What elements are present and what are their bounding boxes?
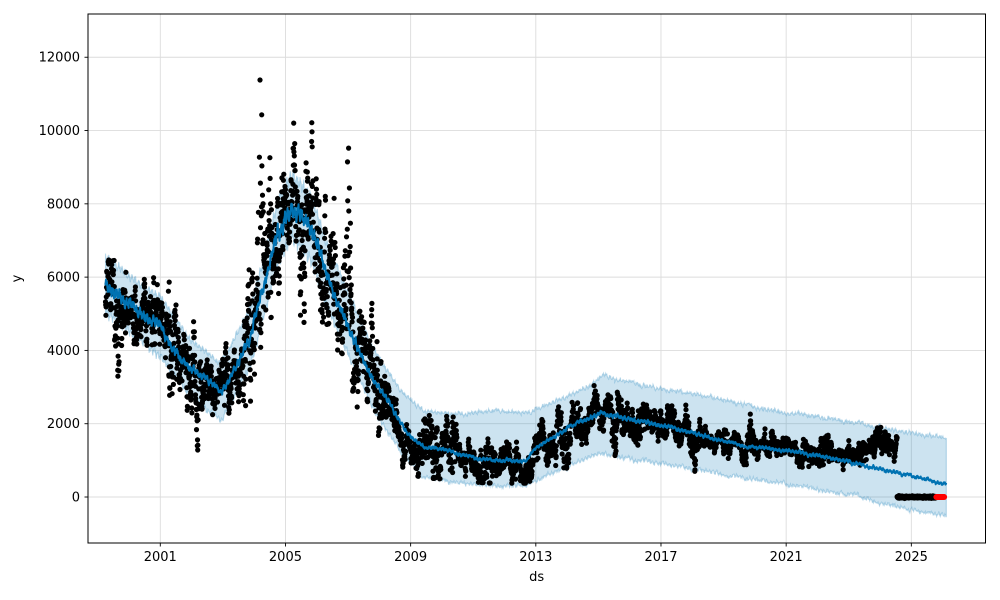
x-tick-label: 2001 xyxy=(144,550,177,565)
y-tick-label: 4000 xyxy=(47,344,80,359)
plot-border xyxy=(87,13,986,544)
y-tick-label: 2000 xyxy=(47,417,80,432)
y-axis-label: y xyxy=(10,274,25,282)
grid xyxy=(88,14,986,543)
zero-run-scatter xyxy=(894,493,939,502)
y-tick-label: 0 xyxy=(72,491,80,506)
y-tick-label: 8000 xyxy=(47,197,80,212)
y-tick-label: 10000 xyxy=(39,124,80,139)
actuals-scatter xyxy=(102,77,900,486)
x-axis-label: ds xyxy=(529,570,544,585)
x-tick-label: 2021 xyxy=(770,550,803,565)
y-tick-label: 6000 xyxy=(47,271,80,286)
x-tick-label: 2017 xyxy=(644,550,677,565)
x-tick-label: 2013 xyxy=(519,550,552,565)
x-tick-label: 2025 xyxy=(895,550,928,565)
plot-area: 2001 2005 2009 2013 2017 2021 2025 0 2000 4000 600… xyxy=(39,13,986,565)
axis-ticks: 2001 2005 2009 2013 2017 2021 2025 0 2000 4000 600… xyxy=(39,51,928,565)
forecast-line xyxy=(104,202,948,486)
x-tick-label: 2009 xyxy=(394,550,427,565)
y-tick-label: 12000 xyxy=(39,51,80,66)
x-tick-label: 2005 xyxy=(269,550,302,565)
